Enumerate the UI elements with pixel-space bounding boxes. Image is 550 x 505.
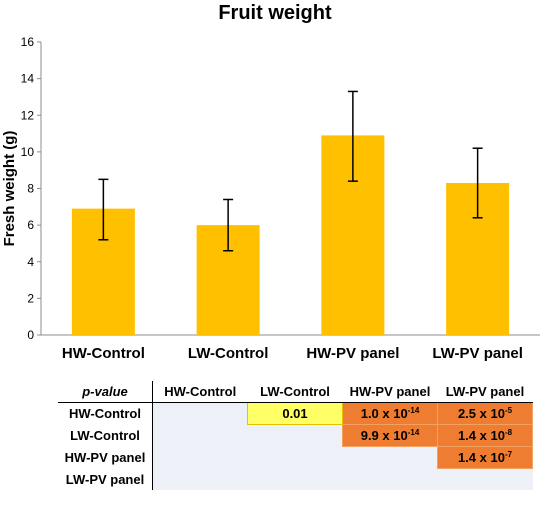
pvalue-row-header: LW-PV panel bbox=[58, 468, 153, 490]
pvalue-cell bbox=[247, 468, 343, 490]
pvalue-text: 1.4 x 10 bbox=[457, 428, 505, 443]
y-tick-label: 12 bbox=[21, 108, 35, 122]
y-tick-label: 0 bbox=[27, 328, 34, 342]
x-tick-label: HW-Control bbox=[62, 345, 145, 362]
y-tick-label: 16 bbox=[21, 35, 35, 49]
pvalue-cell bbox=[437, 468, 533, 490]
pvalue-col-header: LW-PV panel bbox=[437, 381, 533, 403]
pvalue-cell: 2.5 x 10-5 bbox=[437, 402, 533, 425]
pvalue-cell bbox=[152, 402, 248, 425]
x-tick-label: LW-PV panel bbox=[432, 345, 523, 362]
pvalue-exponent: -14 bbox=[407, 406, 420, 415]
x-tick-label: HW-PV panel bbox=[306, 345, 399, 362]
y-tick-label: 10 bbox=[21, 145, 35, 159]
y-tick-label: 4 bbox=[27, 255, 34, 269]
pvalue-cell: 1.0 x 10-14 bbox=[342, 402, 438, 425]
pvalue-cell: 9.9 x 10-14 bbox=[342, 424, 438, 447]
y-tick-label: 14 bbox=[21, 72, 35, 86]
pvalue-row-header: HW-PV panel bbox=[58, 446, 153, 469]
pvalue-cell bbox=[342, 446, 438, 469]
pvalue-text: 0.01 bbox=[282, 406, 308, 421]
pvalue-table-row: HW-Control 0.01 1.0 x 10-14 2.5 x 10-5 bbox=[58, 402, 533, 425]
pvalue-row-header: HW-Control bbox=[58, 402, 153, 425]
y-axis-title: Fresh weight (g) bbox=[1, 131, 18, 247]
pvalue-exponent: -7 bbox=[504, 450, 513, 459]
y-tick-label: 2 bbox=[27, 291, 34, 305]
pvalue-table-header-row: p-value HW-Control LW-Control HW-PV pane… bbox=[58, 381, 533, 403]
pvalue-text: 9.9 x 10 bbox=[360, 428, 408, 443]
pvalue-text: 1.0 x 10 bbox=[360, 406, 408, 421]
pvalue-col-header: HW-Control bbox=[152, 381, 248, 403]
chart-bars bbox=[71, 135, 510, 335]
pvalue-table: p-value HW-Control LW-Control HW-PV pane… bbox=[58, 381, 533, 490]
pvalue-col-header: HW-PV panel bbox=[342, 381, 438, 403]
pvalue-cell: 0.01 bbox=[247, 402, 343, 425]
pvalue-cell bbox=[152, 468, 248, 490]
pvalue-cell: 1.4 x 10-8 bbox=[437, 424, 533, 447]
chart-title: Fruit weight bbox=[218, 2, 332, 24]
chart-error-bars bbox=[98, 90, 483, 252]
pvalue-cell bbox=[342, 468, 438, 490]
pvalue-table-row: LW-PV panel bbox=[58, 468, 533, 490]
pvalue-col-header: LW-Control bbox=[247, 381, 343, 403]
pvalue-exponent: -5 bbox=[504, 406, 513, 415]
pvalue-table-corner: p-value bbox=[58, 381, 153, 403]
x-tick-label: LW-Control bbox=[188, 345, 269, 362]
pvalue-row-header: LW-Control bbox=[58, 424, 153, 447]
pvalue-exponent: -14 bbox=[407, 428, 420, 437]
y-tick-label: 8 bbox=[27, 182, 34, 196]
pvalue-table-row: LW-Control 9.9 x 10-14 1.4 x 10-8 bbox=[58, 424, 533, 447]
pvalue-cell bbox=[247, 424, 343, 447]
chart-labels: 0 2 4 6 8 10 12 14 16 Fresh weight (g) HW-Control L… bbox=[1, 35, 523, 362]
pvalue-exponent: -8 bbox=[504, 428, 513, 437]
pvalue-cell: 1.4 x 10-7 bbox=[437, 446, 533, 469]
pvalue-text: 2.5 x 10 bbox=[457, 406, 505, 421]
pvalue-cell bbox=[152, 424, 248, 447]
y-tick-label: 6 bbox=[27, 218, 34, 232]
pvalue-text: 1.4 x 10 bbox=[457, 450, 505, 465]
pvalue-cell bbox=[247, 446, 343, 469]
pvalue-table-row: HW-PV panel 1.4 x 10-7 bbox=[58, 446, 533, 469]
bar-chart: 0 2 4 6 8 10 12 14 16 Fresh weight (g) HW-Control L… bbox=[1, 35, 540, 362]
pvalue-cell bbox=[152, 446, 248, 469]
